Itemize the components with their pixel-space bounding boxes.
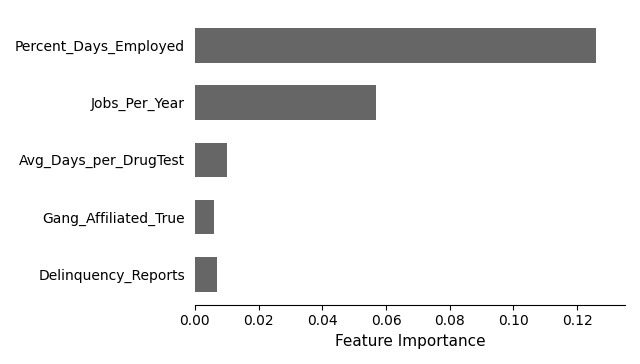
Bar — [195, 257, 217, 292]
Bar — [195, 28, 596, 63]
Bar — [195, 143, 227, 177]
Bar — [195, 200, 214, 234]
Bar — [195, 86, 376, 120]
X-axis label: Feature Importance: Feature Importance — [335, 334, 485, 349]
